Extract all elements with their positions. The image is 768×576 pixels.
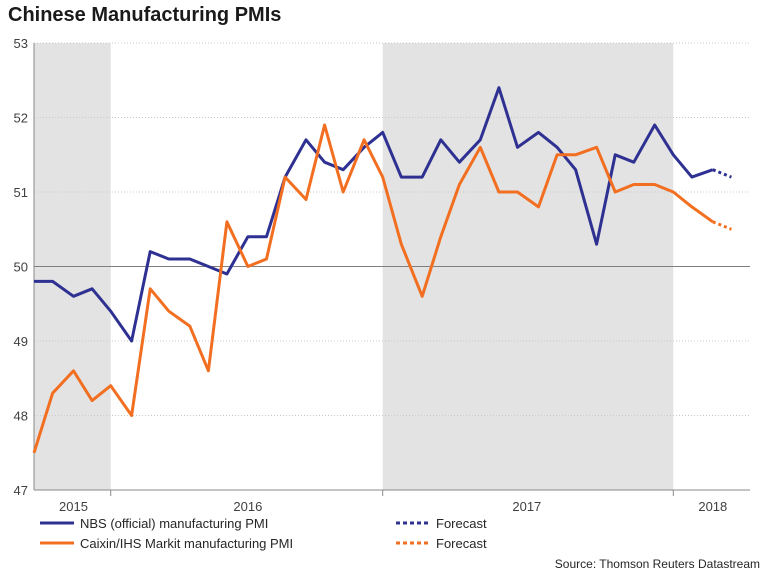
caixin-forecast-line	[712, 220, 732, 231]
x-tick-label: 2018	[698, 499, 727, 514]
y-tick-label: 53	[14, 36, 28, 51]
x-tick-label: 2017	[512, 499, 541, 514]
y-axis: 47 48 49 50 51 52 53	[14, 36, 35, 498]
legend-label: Forecast	[436, 536, 487, 551]
x-axis: 2015 2016 2017 2018	[34, 489, 750, 514]
y-tick-label: 49	[14, 334, 28, 349]
y-tick-label: 52	[14, 111, 28, 126]
legend-label: NBS (official) manufacturing PMI	[80, 516, 268, 531]
y-tick-label: 48	[14, 409, 28, 424]
x-tick-label: 2015	[59, 499, 88, 514]
legend: NBS (official) manufacturing PMI Caixin/I…	[40, 516, 487, 551]
legend-label: Caixin/IHS Markit manufacturing PMI	[80, 536, 293, 551]
y-tick-label: 50	[14, 260, 28, 275]
caixin-pmi-line	[32, 123, 714, 454]
nbs-forecast-line	[712, 168, 732, 179]
x-tick-label: 2016	[233, 499, 262, 514]
y-tick-label: 51	[14, 185, 28, 200]
y-tick-label: 47	[14, 483, 28, 498]
nbs-pmi-line	[34, 86, 714, 343]
source-note: Source: Thomson Reuters Datastream	[555, 557, 760, 571]
chart-title: Chinese Manufacturing PMIs	[8, 4, 282, 26]
gridlines	[34, 42, 750, 416]
series-lines	[32, 86, 732, 454]
legend-label: Forecast	[436, 516, 487, 531]
